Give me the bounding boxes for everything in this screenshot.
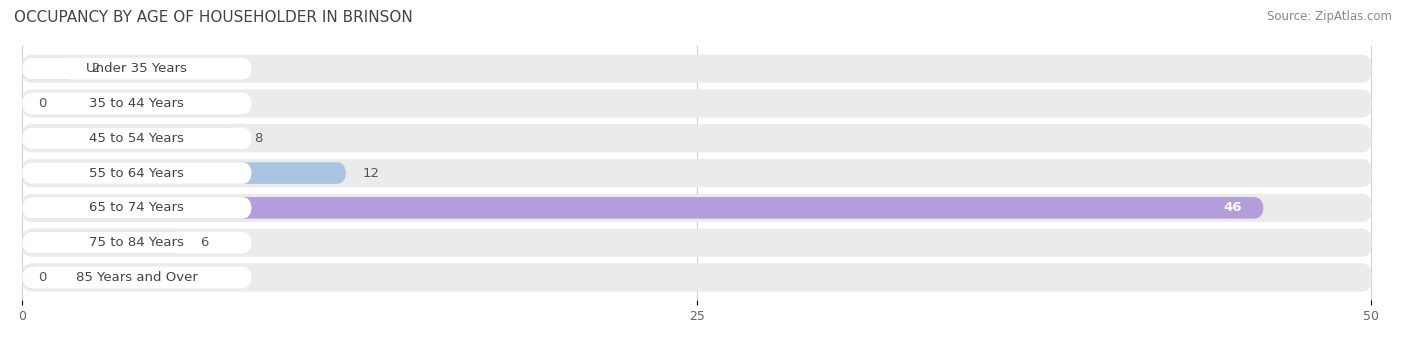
FancyBboxPatch shape: [22, 162, 346, 184]
FancyBboxPatch shape: [22, 194, 1371, 222]
FancyBboxPatch shape: [22, 55, 1371, 83]
Text: 65 to 74 Years: 65 to 74 Years: [90, 201, 184, 214]
FancyBboxPatch shape: [22, 197, 252, 219]
FancyBboxPatch shape: [22, 232, 184, 253]
Text: 55 to 64 Years: 55 to 64 Years: [90, 166, 184, 180]
FancyBboxPatch shape: [22, 229, 1371, 256]
FancyBboxPatch shape: [22, 162, 252, 184]
FancyBboxPatch shape: [22, 197, 1264, 219]
FancyBboxPatch shape: [22, 159, 1371, 187]
FancyBboxPatch shape: [22, 128, 238, 149]
FancyBboxPatch shape: [22, 58, 252, 79]
Text: 35 to 44 Years: 35 to 44 Years: [90, 97, 184, 110]
Text: Source: ZipAtlas.com: Source: ZipAtlas.com: [1267, 10, 1392, 23]
FancyBboxPatch shape: [22, 232, 252, 253]
Text: 12: 12: [363, 166, 380, 180]
Text: 8: 8: [254, 132, 263, 145]
FancyBboxPatch shape: [22, 128, 252, 149]
Text: 85 Years and Over: 85 Years and Over: [76, 271, 198, 284]
Text: 6: 6: [200, 236, 208, 249]
FancyBboxPatch shape: [22, 55, 1371, 83]
FancyBboxPatch shape: [22, 267, 41, 288]
FancyBboxPatch shape: [22, 264, 1371, 291]
Text: 46: 46: [1223, 201, 1241, 214]
FancyBboxPatch shape: [22, 58, 76, 79]
Text: 45 to 54 Years: 45 to 54 Years: [90, 132, 184, 145]
Text: Under 35 Years: Under 35 Years: [86, 62, 187, 75]
FancyBboxPatch shape: [22, 124, 1371, 152]
FancyBboxPatch shape: [22, 264, 1371, 291]
Text: OCCUPANCY BY AGE OF HOUSEHOLDER IN BRINSON: OCCUPANCY BY AGE OF HOUSEHOLDER IN BRINS…: [14, 10, 413, 25]
FancyBboxPatch shape: [22, 90, 1371, 117]
FancyBboxPatch shape: [22, 93, 252, 114]
FancyBboxPatch shape: [22, 194, 1371, 222]
FancyBboxPatch shape: [22, 124, 1371, 152]
Text: 0: 0: [38, 271, 46, 284]
FancyBboxPatch shape: [22, 90, 1371, 117]
FancyBboxPatch shape: [22, 267, 252, 288]
Text: 0: 0: [38, 97, 46, 110]
FancyBboxPatch shape: [22, 93, 41, 114]
FancyBboxPatch shape: [22, 159, 1371, 187]
Text: 2: 2: [93, 62, 101, 75]
Text: 75 to 84 Years: 75 to 84 Years: [90, 236, 184, 249]
FancyBboxPatch shape: [22, 229, 1371, 256]
